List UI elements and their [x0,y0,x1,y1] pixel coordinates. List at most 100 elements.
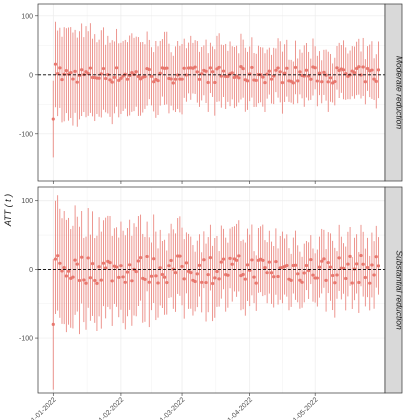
data-point [304,263,309,268]
data-point [180,77,184,81]
data-point [350,281,354,285]
data-point [71,77,75,81]
data-point [228,256,232,260]
data-point [193,279,197,284]
data-point [64,69,68,73]
data-point [315,79,319,83]
data-point [267,69,271,73]
data-point [348,254,352,258]
data-point [176,73,180,77]
data-point [134,269,138,274]
data-point [300,280,304,284]
data-point [193,65,197,69]
facet-strip-label: Substantial reduction [395,250,405,330]
data-point [171,81,175,85]
data-point [221,257,226,261]
data-point [97,265,101,269]
data-point [326,80,330,84]
data-point [289,79,293,83]
data-point [202,258,206,262]
data-point [149,74,154,78]
data-point [108,78,112,82]
data-point [234,258,239,262]
x-tick-label: 01-02-2022 [95,396,125,420]
x-tick-label: 01-04-2022 [224,396,254,420]
data-point [73,69,77,73]
y-axis-title: ATT ( t ) [3,194,13,227]
data-point [370,263,374,267]
y-tick-label: 0 [29,72,33,79]
data-point [195,272,199,276]
data-point [226,74,230,78]
data-point [293,263,298,267]
data-point [296,272,300,276]
data-point [361,262,365,266]
data-point [289,278,293,283]
data-point [86,256,90,260]
data-point [219,260,223,264]
data-point [99,278,103,282]
data-point [315,276,319,280]
data-point [158,71,162,75]
data-point [230,262,234,266]
y-tick-label: -100 [19,131,33,138]
data-point [143,74,147,79]
data-point [328,265,333,269]
data-point [210,281,215,286]
data-point [165,66,169,70]
data-point [90,262,95,266]
data-point [125,77,130,81]
data-point [71,275,75,279]
data-point [182,66,186,70]
data-point [241,272,245,277]
data-point [346,262,350,266]
data-point [368,281,372,285]
data-point [197,263,202,267]
y-tick-label: 100 [21,198,33,205]
x-tick-label: 01-01-2022 [27,396,57,420]
data-point [252,275,256,279]
data-point [245,263,250,267]
data-point [243,277,247,281]
data-point [357,280,361,285]
data-point [138,77,143,81]
data-point [117,78,121,82]
data-point [206,273,210,277]
data-point [250,258,254,262]
data-point [213,276,217,280]
panel-1: Moderate reduction -100 0 100 [19,3,405,184]
data-point [53,257,58,261]
data-point [221,69,226,73]
data-point [101,261,106,265]
data-point [267,260,271,264]
data-point [123,280,127,284]
data-point [272,275,276,279]
data-point [322,257,326,261]
data-point [326,260,330,265]
data-point [376,68,381,72]
data-point [152,80,156,84]
data-point [363,80,367,84]
data-point [75,80,79,84]
data-point [304,68,309,72]
data-point [184,261,189,265]
data-point [149,274,154,278]
data-point [147,280,151,284]
data-point [261,75,265,79]
data-point [313,66,317,70]
data-point [309,257,313,262]
data-point [265,72,269,76]
data-point [285,66,289,70]
facet-strip [384,186,403,394]
data-point [320,259,324,263]
data-point [158,266,162,270]
data-point [169,77,173,81]
data-point [374,79,378,83]
data-point [119,76,123,80]
data-point [106,73,110,77]
data-point [237,76,241,80]
data-point [365,66,370,71]
data-point [162,275,167,279]
data-point [261,258,265,262]
